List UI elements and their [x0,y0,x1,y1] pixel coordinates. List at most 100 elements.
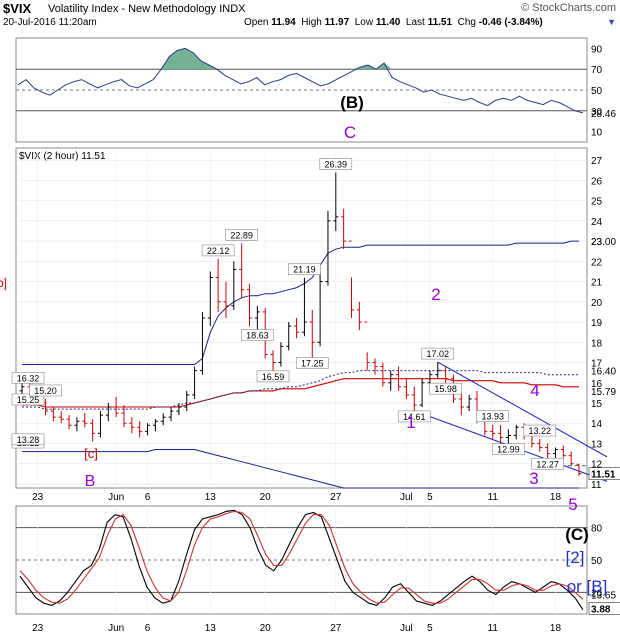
stoch-slow-label: 13.65 [591,591,616,602]
ohlc-bar [576,463,582,476]
ohlc-bar [121,405,127,428]
datetime: 20-Jul-2016 11:20am [3,17,97,28]
value-label-group: 18.63 [241,329,274,341]
value-label: 18.63 [246,331,269,341]
ohlc-bar [145,423,151,436]
exchange: INDX [219,3,246,15]
price-tick-label: 16 [591,379,603,390]
index-name: Volatility Index - New Methodology [48,3,217,15]
ohlc-bar [97,411,103,438]
ohlc-bar [231,261,237,310]
value-label-group: 22.89 [225,229,258,241]
ohlc-bar [458,390,464,416]
ohlc-bar [466,394,472,412]
value-label-box [295,357,329,369]
value-label: 17.02 [427,349,450,359]
value-label-group: 13.22 [523,424,557,437]
stoch-x-tick-label: 20 [260,623,272,634]
value-label: 22.89 [230,230,253,240]
panel-frame [15,147,588,489]
price-tick-label: 19 [591,318,603,329]
value-label-box [11,371,45,384]
stoch-x-tick-label: 13 [205,623,217,634]
ohlc-bar [348,240,354,318]
stochastic-panel: 20 50 80 13.65 3.88 23 Jun 6 13 20 27 Jul 5 11 18 [15,505,620,634]
price-tick-label: 14 [591,419,603,430]
ohlc-bar [168,407,174,422]
ohlc-bar [207,271,213,327]
value-label-group: 15.25 [11,393,45,406]
ohlc-bar [152,419,158,432]
ohlc-bar [356,301,362,331]
low-value: 11.40 [375,17,401,28]
stoch-fast-label: 3.88 [591,605,611,616]
rsi-panel: 10 30 50 70 90 28.46 [15,37,616,143]
ohlc-bar [90,419,96,442]
ohlc-bar [419,378,425,408]
ohlc-bar [333,172,339,231]
ohlc-bar [192,366,198,399]
price-x-tick-label: 5 [427,492,433,503]
value-label-group: 13.28 [11,433,45,446]
price-band-lower [22,449,579,489]
value-label-box [421,347,455,360]
price-tick-label: 11 [591,480,602,491]
ohlc-bar [505,429,511,444]
value-label: 15.98 [434,384,457,394]
rsi-line [17,47,584,114]
ohlc-bar [129,417,135,434]
value-label-box [29,384,62,397]
ohlc-bar [247,283,253,327]
wave-label-or-B: or [B] [567,577,608,596]
ohlc-bar [278,342,284,367]
price-panel: $VIX (2 hour) 11.51111213141516171819202… [11,147,620,503]
ohlc-bar [66,415,72,430]
value-label-group: 21.19 [288,263,321,276]
ohlc-bar [301,277,307,337]
ohlc-bar [113,396,119,418]
ohlc-bar [239,243,245,298]
wave-label-c-bracket: [c] [84,446,98,461]
value-label: 13.22 [529,426,552,436]
ohlc-bar [490,424,496,440]
ohlc-bar [396,366,402,391]
ohlc-bar [82,413,88,428]
price-tick-label: 26 [591,176,603,187]
symbol: $VIX [3,1,32,16]
open-value: 11.94 [271,17,296,28]
value-label-group: 12.27 [531,457,564,470]
ohlc-bar [498,425,504,444]
ohlc-bar [50,407,56,422]
ohlc-bar [199,311,205,375]
wave-label-4: 4 [530,381,539,400]
last-price-label-box [588,467,620,480]
stoch-fast-line [19,509,584,611]
value-label-box [429,382,462,395]
dropdown-arrow-icon[interactable]: ▼ [607,17,616,27]
stoch-x-tick-label: 6 [145,623,151,634]
ohlc-bar [552,447,558,460]
value-label-group: 17.25 [295,357,329,369]
wave-label-C: C [344,123,356,142]
wave-label-B: B [85,473,96,490]
ohlc-bar [380,362,386,387]
wave-label-2-bracket: [2] [566,548,585,567]
value-label-group: 15.20 [29,384,62,397]
ohlc-bar [270,350,276,371]
value-label-box [523,424,557,437]
value-label-box [241,329,274,341]
price-tick-label: 13 [591,439,603,450]
last-value: 11.51 [427,17,453,28]
stoch-tick-label: 20 [591,588,603,599]
ohlc-bar [568,451,574,466]
price-tick-label: 12 [591,460,603,471]
price-x-tick-label: 13 [205,492,217,503]
ohlc-summary: Open 11.94 High 11.97 Low 11.40 Last 11.… [244,17,543,28]
ohlc-bar [184,390,190,412]
wave-label-5: 5 [568,495,577,514]
stoch-x-tick-label: 27 [330,623,342,634]
ohlc-bar [325,210,331,286]
value-label: 16.59 [262,372,285,382]
price-tick-label: 25 [591,197,603,208]
